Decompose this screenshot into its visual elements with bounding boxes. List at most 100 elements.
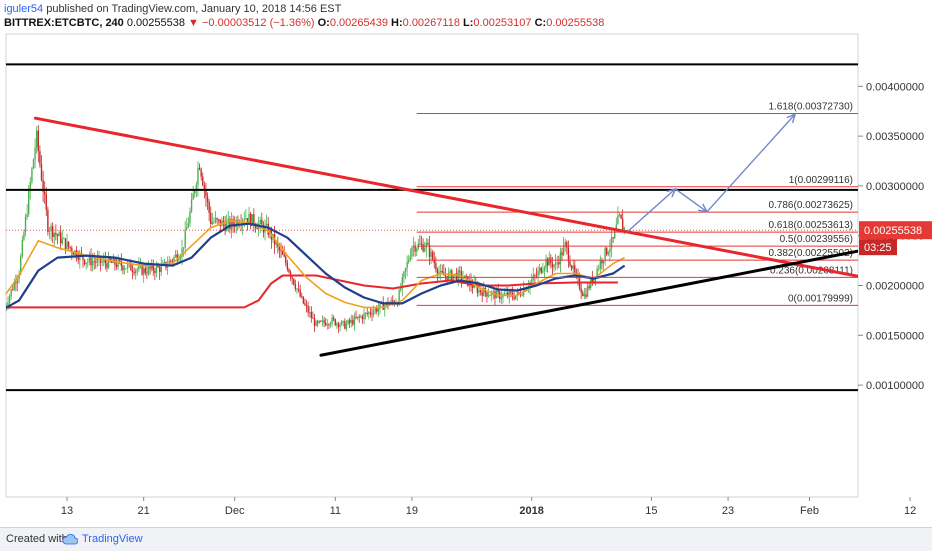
candle-body [617,215,619,225]
fib-level-label: 0.786(0.00273625) [768,200,853,211]
candle-body [521,295,523,296]
candle-body [312,317,314,319]
price-tag-value: 0.00255538 [864,225,922,237]
candle-body [91,261,94,266]
x-tick-label: 21 [138,505,150,517]
candle-body [462,278,464,280]
candle-body [363,313,365,320]
candle-body [163,261,166,264]
candle-body [194,190,196,194]
candle-body [376,308,378,312]
candle-body [356,316,359,319]
candle-body [95,261,97,263]
candle-body [516,292,518,296]
candle-body [251,214,253,227]
candle-body [237,220,239,226]
candle-body [23,232,25,240]
candle-body [371,313,373,315]
candle-body [205,188,207,197]
candle-body [412,245,415,248]
candle-body [51,226,54,237]
candle-body [119,259,121,262]
candle-body [460,271,463,280]
candle-body [304,303,306,305]
candle-body [109,257,111,262]
candle-body [142,268,145,275]
candle-body [141,264,143,275]
publication-line: iguler54 published on TradingView.com, J… [4,3,341,15]
author-link[interactable]: iguler54 [4,3,44,15]
candle-body [479,290,482,293]
candle-body [313,318,316,326]
candle-body [133,271,135,274]
candle-body [174,254,177,257]
candle-body [4,307,5,308]
candle-body [408,259,410,262]
candle-body [83,259,86,265]
candle-body [606,247,608,255]
candle-body [588,286,590,288]
candle-body [197,167,199,185]
candle-body [355,316,357,319]
candle-body [40,164,43,181]
candle-body [364,312,367,314]
candle-body [21,239,24,257]
tradingview-cloud-icon [62,533,79,548]
candle-body [400,288,402,290]
candle-body [572,265,574,269]
candle-body [591,277,594,283]
created-with-label: Created with [6,533,68,545]
candle-body [455,273,458,281]
candle-body [34,147,36,160]
candle-body [42,180,44,192]
x-tick-label: Feb [800,505,819,517]
candle-body [90,256,92,266]
candle-body [288,269,290,273]
candle-body [569,261,571,266]
candle-body [36,130,38,148]
candle-body [122,266,124,271]
high-value: 0.00267118 [402,17,460,29]
x-tick-label: 19 [406,505,418,517]
price-chart[interactable]: 0.004000000.003500000.003000000.00250000… [0,0,932,527]
candle-body [372,311,375,315]
candle-body [339,324,341,328]
candle-body [353,316,356,325]
tradingview-brand-link[interactable]: TradingView [82,533,143,545]
candle-body [168,260,170,266]
candle-body [406,261,408,269]
price-change: −0.00003512 (−1.36%) [202,17,315,29]
candle-body [599,260,602,269]
candle-body [176,254,178,261]
candle-body [117,259,119,267]
candle-body [182,247,185,249]
x-tick-label: 2018 [519,505,543,517]
candle-body [566,242,568,248]
candle-body [259,219,261,224]
symbol-label: BITTREX:ETCBTC, 240 [4,17,124,29]
candle-body [404,268,407,272]
candle-body [621,218,624,230]
candle-body [82,254,84,260]
fib-level-label: 0.236(0.00208111) [770,265,853,276]
fibonacci-extension: 1.618(0.00372730) 1(0.00299116) 0.786(0.00… [416,101,858,306]
candle-body [208,201,210,213]
candle-body [518,292,520,294]
candle-body [294,284,297,289]
candle-body [154,270,156,273]
candle-body [192,193,194,200]
candle-body [189,211,191,224]
candle-body [136,269,138,271]
fib-level-label: 1(0.00299116) [789,175,853,186]
candle-body [24,217,27,233]
candle-body [500,297,503,299]
candle-body [435,263,437,270]
x-tick-label: 15 [645,505,657,517]
candle-body [447,272,450,280]
candle-body [612,237,614,239]
candle-body [88,256,91,262]
candle-body [50,226,52,232]
candle-body [213,221,215,223]
candle-body [10,289,12,296]
candle-body [155,265,158,273]
